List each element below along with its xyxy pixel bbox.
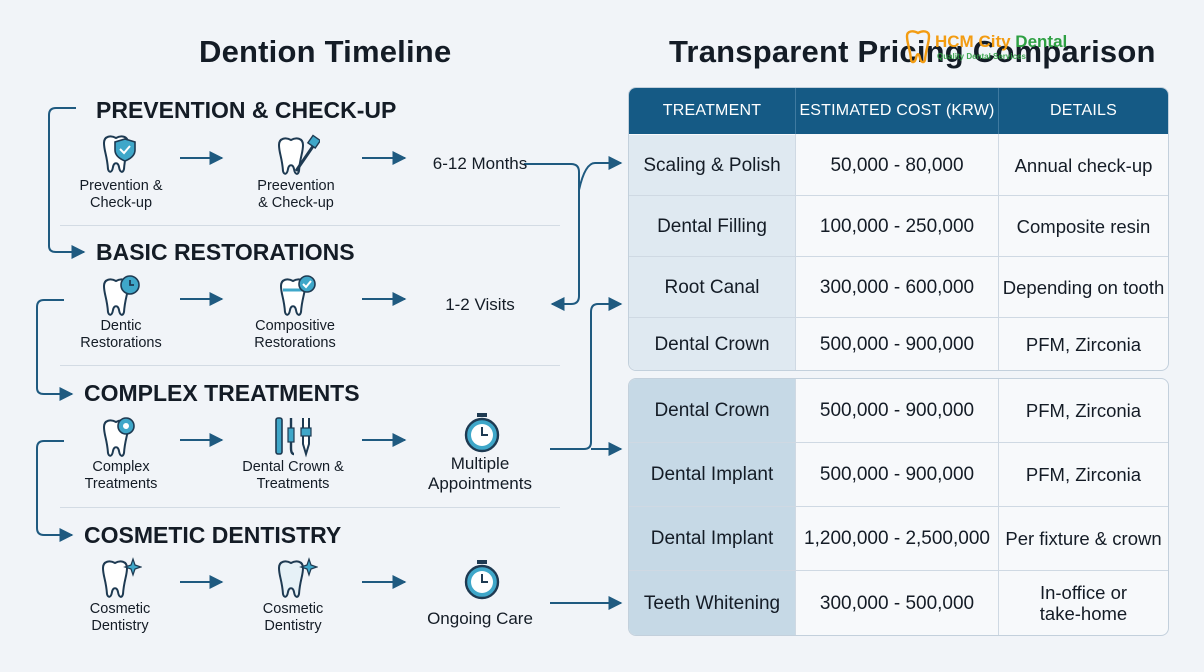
logo-name: HCM City Dental: [935, 32, 1068, 51]
table-row-treatment: Teeth Whitening: [629, 571, 795, 635]
timeline-title: Dention Timeline: [199, 34, 452, 69]
section-heading-prevention: PREVENTION & CHECK-UP: [96, 97, 397, 123]
pricing-table-1: TREATMENT ESTIMATED COST (KRW) DETAILS S…: [628, 87, 1169, 371]
header-details: DETAILS: [1050, 102, 1117, 119]
duration-label: Ongoing Care: [427, 609, 533, 628]
table-row-treatment: Scaling & Polish: [629, 135, 795, 195]
dental-tools-icon: [275, 417, 312, 458]
table-row-treatment: Dental Implant: [629, 507, 795, 570]
table-row-details: In-office or take-home: [1039, 582, 1128, 624]
divider: [60, 365, 560, 366]
step-label: Preevention & Check-up: [257, 178, 335, 211]
tooth-sparkle-icon: [101, 557, 142, 598]
table-row-details: PFM, Zirconia: [1025, 333, 1142, 355]
table-row-treatment: Dental Crown: [629, 318, 795, 370]
step-label: Dental Crown & Treatments: [242, 459, 344, 492]
table-row-details: Annual check-up: [1014, 154, 1153, 176]
table-row-treatment: Root Canal: [629, 257, 795, 317]
table-row-details: Depending on tooth: [1002, 276, 1165, 298]
step-label: Compositive Restorations: [254, 318, 336, 351]
tooth-sparkle-icon: [277, 557, 318, 598]
header-treatment: TREATMENT: [662, 102, 762, 119]
stopwatch-icon: [464, 413, 500, 453]
table-row-treatment: Dental Crown: [629, 379, 795, 442]
duration-label: 6-12 Months: [432, 154, 528, 173]
duration-label: 1-2 Visits: [445, 295, 515, 314]
step-label: Dentic Restorations: [80, 318, 162, 351]
section-heading-restorations: BASIC RESTORATIONS: [96, 239, 355, 265]
step-label: Prevention & Check-up: [79, 178, 163, 211]
pricing-table-2: Dental Crown 500,000 - 900,000 PFM, Zirc…: [628, 378, 1169, 636]
step-label: Complex Treatments: [84, 459, 158, 492]
divider: [60, 507, 560, 508]
table-row-cost: 500,000 - 900,000: [819, 333, 975, 355]
table-row-details: PFM, Zirconia: [1025, 400, 1142, 421]
tooth-brush-icon: [277, 134, 320, 175]
table-row-details: PFM, Zirconia: [1025, 464, 1142, 485]
tooth-shield-icon: [102, 135, 136, 173]
table-row-details: Composite resin: [1016, 215, 1151, 237]
header-cost: ESTIMATED COST (KRW): [799, 102, 995, 119]
table-row-cost: 300,000 - 600,000: [819, 276, 975, 298]
tooth-clock-icon: [102, 275, 140, 316]
table-row-treatment: Dental Filling: [629, 196, 795, 256]
table-row-details: Per fixture & crown: [1005, 528, 1162, 549]
table-row-treatment: Dental Implant: [629, 443, 795, 506]
divider: [60, 225, 560, 226]
section-heading-complex: COMPLEX TREATMENTS: [84, 380, 360, 406]
table-row-cost: 50,000 - 80,000: [830, 154, 964, 176]
duration-label: Multiple Appointments: [428, 454, 532, 493]
tooth-check-icon: [279, 275, 316, 316]
table-header: TREATMENT ESTIMATED COST (KRW) DETAILS: [629, 88, 1168, 134]
clinic-logo: HCM City Dental Quality Dental Services: [903, 30, 1083, 70]
table-row-cost: 1,200,000 - 2,500,000: [804, 528, 990, 549]
step-label: Cosmetic Dentistry: [89, 601, 151, 634]
table-row-cost: 500,000 - 900,000: [819, 400, 975, 421]
logo-tooth-icon: [905, 30, 931, 64]
tooth-gear-icon: [102, 417, 135, 457]
section-heading-cosmetic: COSMETIC DENTISTRY: [84, 522, 342, 548]
table-row-cost: 500,000 - 900,000: [819, 464, 975, 485]
logo-tagline: Quality Dental Services: [937, 52, 1026, 61]
stopwatch-icon: [464, 560, 500, 600]
table-row-cost: 300,000 - 500,000: [819, 592, 975, 614]
table-row-cost: 100,000 - 250,000: [819, 215, 975, 237]
step-label: Cosmetic Dentistry: [262, 601, 324, 634]
